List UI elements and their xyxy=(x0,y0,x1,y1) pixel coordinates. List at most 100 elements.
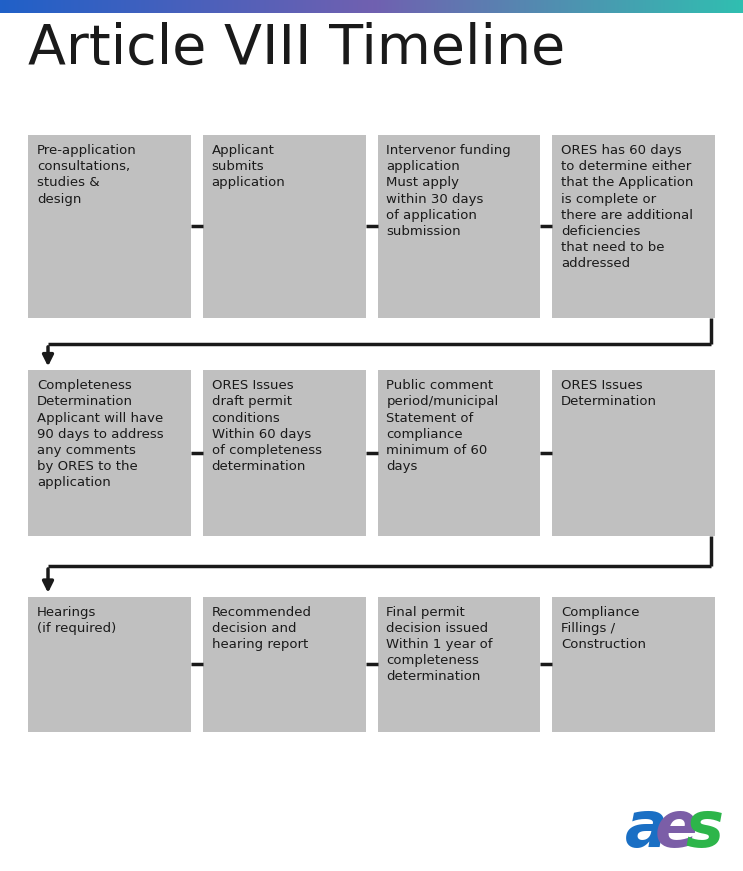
Bar xyxy=(39,0,42,13)
Bar xyxy=(41,0,43,13)
Bar xyxy=(245,0,247,13)
Bar xyxy=(301,0,303,13)
Bar xyxy=(400,0,402,13)
Bar xyxy=(239,0,242,13)
Text: Hearings
(if required): Hearings (if required) xyxy=(37,605,116,635)
Bar xyxy=(603,0,606,13)
Bar xyxy=(721,0,723,13)
Bar xyxy=(76,0,79,13)
Bar xyxy=(28,0,30,13)
Bar xyxy=(499,0,502,13)
Bar xyxy=(383,0,385,13)
Bar xyxy=(640,0,643,13)
Bar xyxy=(192,0,194,13)
Bar xyxy=(150,0,153,13)
Bar xyxy=(110,0,112,13)
Bar xyxy=(256,0,259,13)
Bar xyxy=(338,0,340,13)
Bar xyxy=(377,597,540,732)
Bar xyxy=(319,0,322,13)
Bar xyxy=(262,0,265,13)
Bar xyxy=(505,0,507,13)
Bar xyxy=(111,0,114,13)
Bar xyxy=(718,0,721,13)
Text: Pre-application
consultations,
studies &
design: Pre-application consultations, studies &… xyxy=(37,144,137,206)
Bar xyxy=(195,0,198,13)
Bar xyxy=(554,0,556,13)
Bar xyxy=(654,0,656,13)
Bar xyxy=(561,0,563,13)
Bar xyxy=(736,0,738,13)
Bar xyxy=(102,0,105,13)
Bar xyxy=(59,0,62,13)
Bar xyxy=(591,0,593,13)
Bar xyxy=(141,0,143,13)
Bar xyxy=(327,0,329,13)
Bar xyxy=(572,0,574,13)
Bar xyxy=(418,0,421,13)
Bar xyxy=(710,0,712,13)
Bar xyxy=(353,0,355,13)
Bar xyxy=(212,0,214,13)
Bar xyxy=(514,0,517,13)
Bar xyxy=(134,0,136,13)
Bar xyxy=(692,0,695,13)
Bar xyxy=(340,0,343,13)
Bar xyxy=(416,0,418,13)
Bar xyxy=(461,0,463,13)
Bar xyxy=(208,0,210,13)
Bar xyxy=(643,0,645,13)
Bar xyxy=(282,0,285,13)
Bar xyxy=(307,0,309,13)
Bar xyxy=(100,0,103,13)
Bar xyxy=(93,0,95,13)
Bar xyxy=(184,0,186,13)
Bar xyxy=(187,0,190,13)
Bar xyxy=(578,0,580,13)
Bar xyxy=(633,0,636,13)
Bar xyxy=(474,0,476,13)
Bar xyxy=(377,370,540,536)
Bar xyxy=(267,0,270,13)
Bar xyxy=(698,0,701,13)
Bar xyxy=(308,0,311,13)
Bar xyxy=(26,0,28,13)
Bar xyxy=(548,0,551,13)
Bar xyxy=(484,0,487,13)
Bar xyxy=(511,0,513,13)
Bar xyxy=(635,0,637,13)
Bar xyxy=(189,0,192,13)
Bar xyxy=(385,0,387,13)
Bar xyxy=(533,0,536,13)
Bar xyxy=(74,0,77,13)
Bar xyxy=(281,0,283,13)
Bar xyxy=(648,0,651,13)
Bar xyxy=(120,0,123,13)
Bar xyxy=(366,0,369,13)
Bar xyxy=(453,0,455,13)
Bar xyxy=(509,0,511,13)
Bar xyxy=(275,0,277,13)
Bar xyxy=(427,0,429,13)
Bar xyxy=(665,0,667,13)
Bar xyxy=(37,0,39,13)
Bar xyxy=(684,0,686,13)
Bar xyxy=(295,0,298,13)
Bar xyxy=(585,0,588,13)
Bar xyxy=(348,0,350,13)
Bar xyxy=(28,135,191,318)
Bar xyxy=(609,0,611,13)
Bar xyxy=(372,0,374,13)
Bar xyxy=(535,0,537,13)
Bar xyxy=(487,0,489,13)
Bar xyxy=(388,0,391,13)
Bar xyxy=(412,0,415,13)
Bar xyxy=(33,0,36,13)
Bar xyxy=(468,0,470,13)
Bar xyxy=(606,0,608,13)
Bar xyxy=(71,0,73,13)
Bar xyxy=(504,0,506,13)
Bar xyxy=(368,0,370,13)
Bar xyxy=(303,0,305,13)
Bar xyxy=(730,0,733,13)
